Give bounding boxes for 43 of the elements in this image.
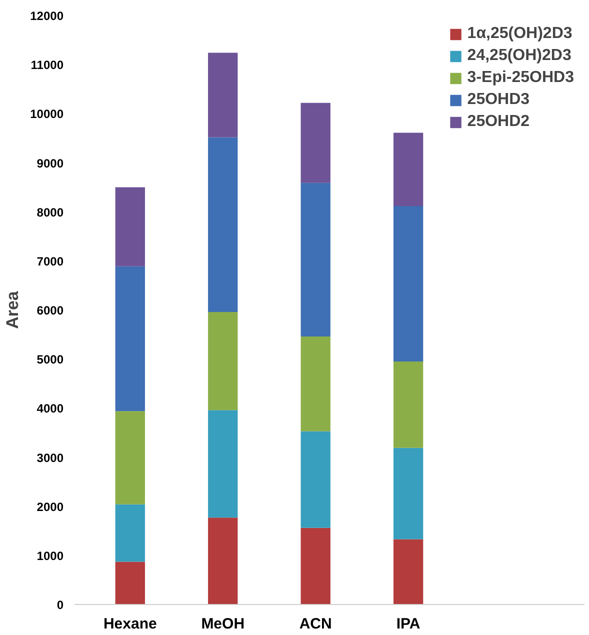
legend-label: 3-Epi-25OHD3 (467, 69, 574, 87)
y-tick-label: 1000 (36, 548, 64, 563)
bar (300, 182, 330, 337)
bar (300, 336, 330, 432)
x-tick-label: IPA (396, 616, 420, 632)
legend-label: 25OHD2 (467, 113, 530, 131)
y-axis-title: Area (3, 290, 22, 329)
bar (300, 431, 330, 528)
y-tick-label: 9000 (36, 156, 64, 170)
y-tick-label: 7000 (36, 254, 64, 268)
x-tick-label: ACN (299, 616, 332, 632)
bar (208, 312, 238, 410)
y-tick-label: 10000 (30, 107, 64, 122)
bar (300, 528, 330, 604)
bar (115, 187, 145, 266)
x-tick-label: MeOH (201, 616, 245, 632)
bar (115, 562, 145, 604)
legend-label: 24,25(OH)2D3 (467, 47, 572, 65)
y-tick-label: 3000 (36, 450, 64, 465)
bar (115, 411, 145, 504)
bar (208, 410, 238, 518)
bar (208, 137, 238, 312)
y-tick-label: 4000 (36, 402, 64, 416)
bar (115, 266, 145, 412)
bar (393, 132, 424, 206)
y-tick-label: 12000 (30, 9, 64, 23)
bar (393, 539, 424, 604)
bar (208, 518, 238, 604)
y-tick-label: 5000 (36, 352, 64, 367)
legend-label: 1α,25(OH)2D3 (467, 25, 572, 43)
legend-label: 25OHD3 (467, 91, 530, 109)
bar (115, 504, 145, 562)
y-tick-label: 8000 (36, 205, 64, 220)
y-tick-label: 6000 (36, 304, 64, 318)
y-tick-label: 11000 (30, 58, 64, 72)
bar (393, 448, 424, 540)
bar (208, 52, 238, 138)
bar (393, 362, 424, 448)
bar (300, 102, 330, 183)
y-tick-label: 0 (56, 598, 64, 612)
bar (393, 206, 424, 362)
x-tick-label: Hexane (103, 616, 157, 632)
y-tick-label: 2000 (36, 500, 64, 514)
